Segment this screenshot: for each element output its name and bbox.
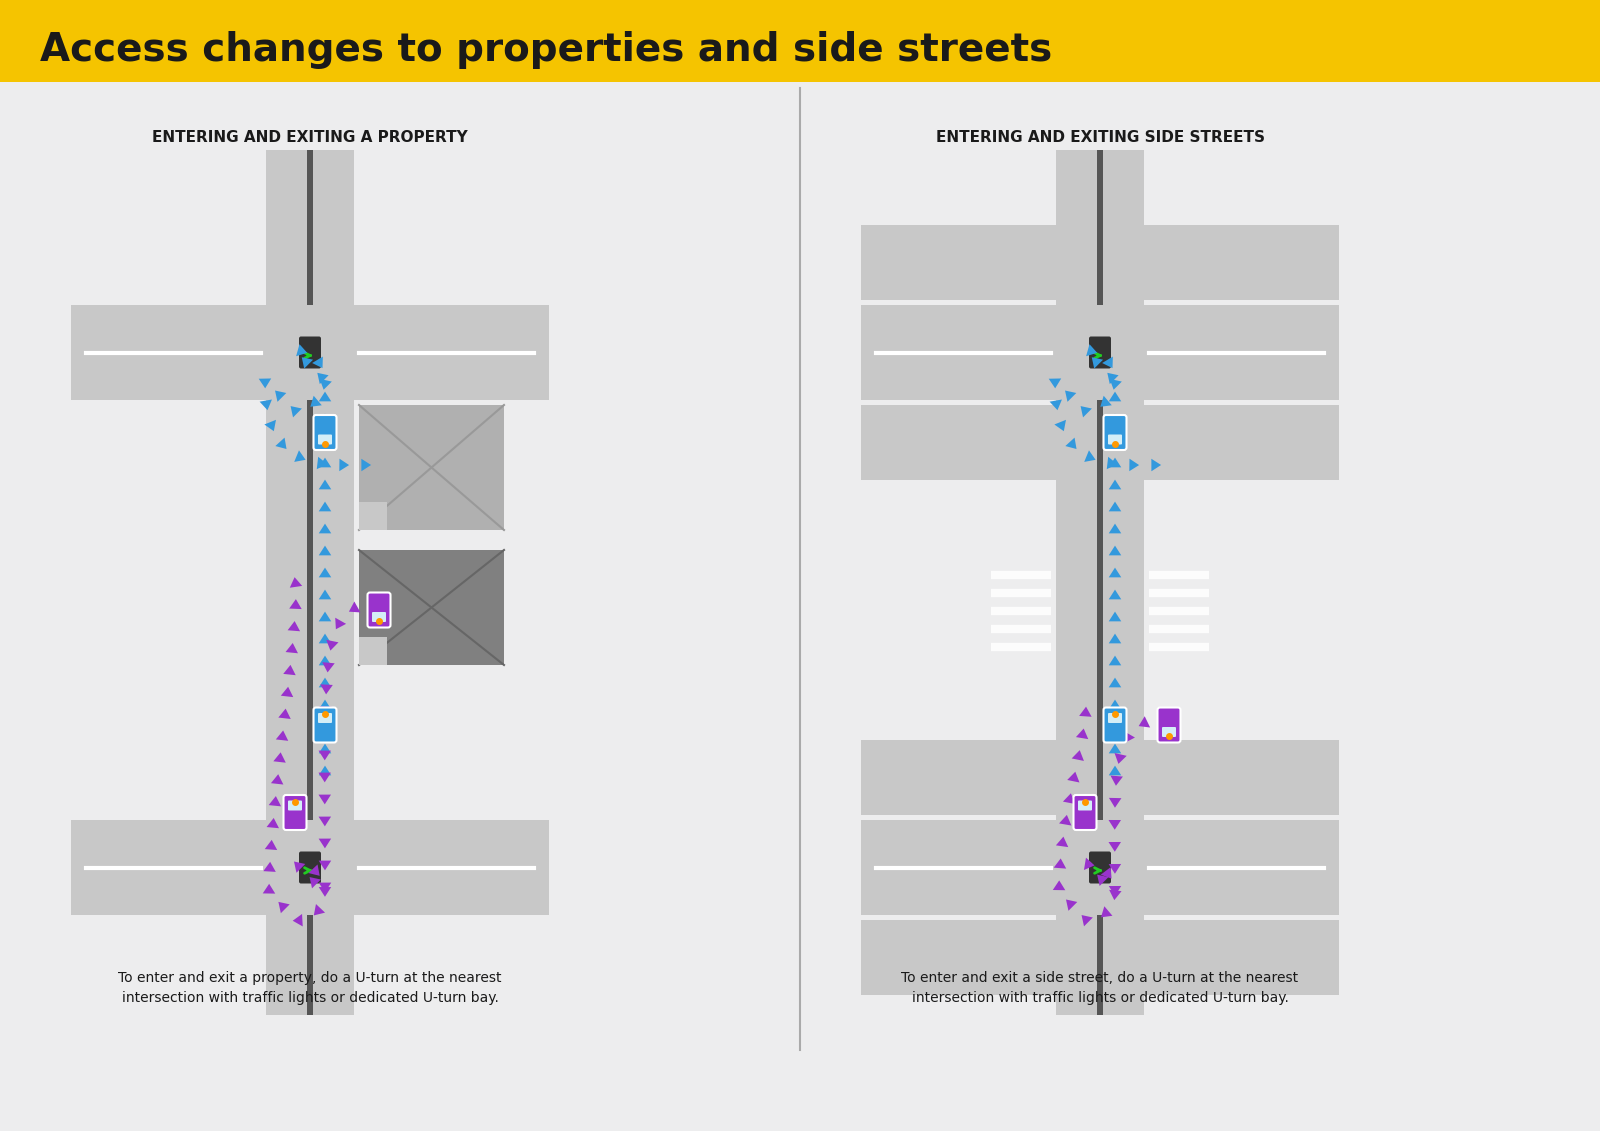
FancyBboxPatch shape	[314, 415, 336, 450]
FancyBboxPatch shape	[1078, 801, 1091, 811]
FancyBboxPatch shape	[299, 337, 322, 369]
Bar	[266, 915, 354, 1015]
Bar	[358, 502, 387, 530]
Bar	[861, 405, 1056, 480]
FancyBboxPatch shape	[1162, 727, 1176, 737]
Bar	[266, 305, 354, 400]
Bar	[861, 920, 1056, 995]
Bar	[1098, 150, 1102, 305]
Text: Access changes to properties and side streets: Access changes to properties and side st…	[40, 31, 1053, 69]
FancyBboxPatch shape	[1107, 713, 1122, 723]
FancyBboxPatch shape	[1157, 708, 1181, 742]
Bar	[1144, 305, 1339, 400]
Bar	[1056, 400, 1144, 820]
Bar	[861, 305, 1056, 400]
FancyBboxPatch shape	[368, 593, 390, 628]
Bar	[1144, 225, 1339, 300]
Bar	[307, 150, 314, 305]
Bar	[1098, 400, 1102, 820]
Bar	[1144, 405, 1339, 480]
FancyBboxPatch shape	[1090, 852, 1110, 883]
Bar	[70, 820, 266, 915]
FancyBboxPatch shape	[371, 612, 386, 622]
FancyBboxPatch shape	[314, 708, 336, 742]
FancyBboxPatch shape	[299, 852, 322, 883]
Bar	[70, 305, 266, 400]
Bar	[354, 305, 549, 400]
Text: To enter and exit a side street, do a U-turn at the nearest: To enter and exit a side street, do a U-…	[901, 972, 1299, 985]
Bar	[354, 820, 549, 915]
FancyBboxPatch shape	[288, 801, 302, 811]
Bar	[861, 740, 1056, 815]
Bar	[1056, 305, 1144, 400]
Bar	[1056, 820, 1144, 915]
FancyBboxPatch shape	[318, 713, 333, 723]
Bar	[861, 820, 1056, 915]
Text: To enter and exit a property, do a U-turn at the nearest: To enter and exit a property, do a U-tur…	[118, 972, 502, 985]
FancyBboxPatch shape	[1090, 337, 1110, 369]
FancyBboxPatch shape	[283, 795, 307, 830]
Bar	[1144, 740, 1339, 815]
Bar	[861, 225, 1056, 300]
Bar	[1144, 820, 1339, 915]
Bar	[358, 637, 387, 665]
Bar	[1098, 915, 1102, 1015]
FancyBboxPatch shape	[1104, 708, 1126, 742]
Bar	[0, 0, 1600, 83]
Bar	[358, 405, 504, 530]
Text: ENTERING AND EXITING A PROPERTY: ENTERING AND EXITING A PROPERTY	[152, 130, 467, 146]
FancyBboxPatch shape	[1107, 434, 1122, 444]
FancyBboxPatch shape	[1104, 415, 1126, 450]
FancyBboxPatch shape	[318, 434, 333, 444]
Bar	[1056, 150, 1144, 305]
Bar	[1056, 915, 1144, 1015]
Bar	[307, 400, 314, 820]
Bar	[266, 400, 354, 820]
Text: ENTERING AND EXITING SIDE STREETS: ENTERING AND EXITING SIDE STREETS	[936, 130, 1264, 146]
Text: intersection with traffic lights or dedicated U-turn bay.: intersection with traffic lights or dedi…	[122, 991, 499, 1005]
Bar	[307, 915, 314, 1015]
Bar	[266, 150, 354, 305]
FancyBboxPatch shape	[1074, 795, 1096, 830]
Text: intersection with traffic lights or dedicated U-turn bay.: intersection with traffic lights or dedi…	[912, 991, 1288, 1005]
Bar	[358, 550, 504, 665]
Bar	[266, 820, 354, 915]
Bar	[1144, 920, 1339, 995]
